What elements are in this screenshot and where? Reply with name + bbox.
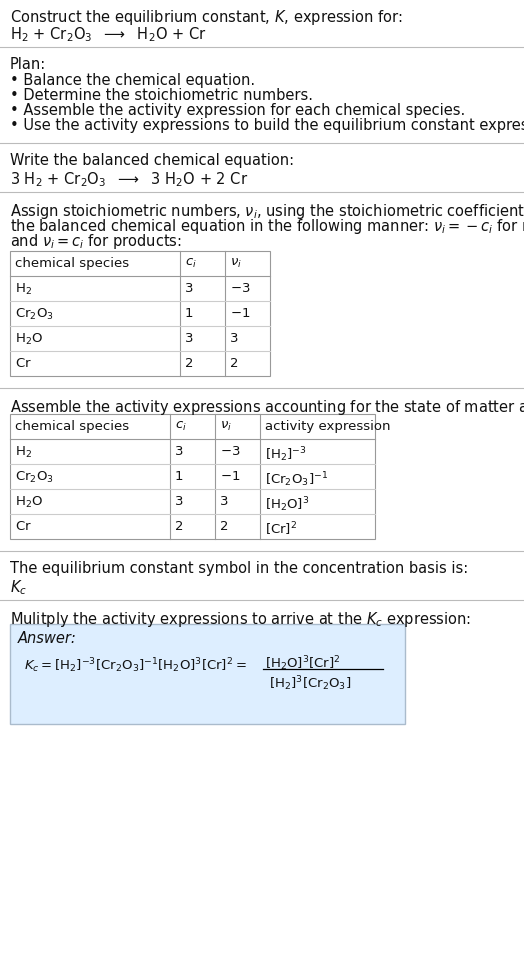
Text: 3: 3 bbox=[175, 495, 183, 508]
Bar bbox=[10, 624, 405, 724]
Text: $c_i$: $c_i$ bbox=[185, 257, 197, 270]
Text: $\mathrm{H_2}$ + $\mathrm{Cr_2O_3}$  $\longrightarrow$  $\mathrm{H_2O}$ + Cr: $\mathrm{H_2}$ + $\mathrm{Cr_2O_3}$ $\lo… bbox=[10, 25, 206, 43]
Text: 2: 2 bbox=[185, 357, 193, 370]
Text: • Use the activity expressions to build the equilibrium constant expression.: • Use the activity expressions to build … bbox=[10, 118, 524, 133]
Text: $\mathrm{Cr_2O_3}$: $\mathrm{Cr_2O_3}$ bbox=[15, 470, 54, 485]
Text: $-3$: $-3$ bbox=[220, 445, 241, 458]
Text: chemical species: chemical species bbox=[15, 420, 129, 433]
Text: • Balance the chemical equation.: • Balance the chemical equation. bbox=[10, 73, 255, 88]
Text: 1: 1 bbox=[185, 307, 193, 320]
Text: $K_c = [\mathrm{H_2}]^{-3}[\mathrm{Cr_2O_3}]^{-1}[\mathrm{H_2O}]^{3}[\mathrm{Cr}: $K_c = [\mathrm{H_2}]^{-3}[\mathrm{Cr_2O… bbox=[24, 656, 247, 675]
Text: $[\mathrm{Cr}]^{2}$: $[\mathrm{Cr}]^{2}$ bbox=[265, 520, 297, 537]
Text: Answer:: Answer: bbox=[18, 631, 77, 646]
Text: $[\mathrm{H_2O}]^{3}[\mathrm{Cr}]^{2}$: $[\mathrm{H_2O}]^{3}[\mathrm{Cr}]^{2}$ bbox=[265, 654, 341, 673]
Text: $[\mathrm{H_2}]^{3}[\mathrm{Cr_2O_3}]$: $[\mathrm{H_2}]^{3}[\mathrm{Cr_2O_3}]$ bbox=[269, 674, 351, 693]
Text: $c_i$: $c_i$ bbox=[175, 420, 187, 433]
Text: $\mathrm{Cr}$: $\mathrm{Cr}$ bbox=[15, 357, 32, 370]
Text: 3 $\mathrm{H_2}$ + $\mathrm{Cr_2O_3}$  $\longrightarrow$  3 $\mathrm{H_2O}$ + 2 : 3 $\mathrm{H_2}$ + $\mathrm{Cr_2O_3}$ $\… bbox=[10, 170, 248, 188]
Bar bbox=[10, 414, 375, 539]
Text: Write the balanced chemical equation:: Write the balanced chemical equation: bbox=[10, 153, 294, 168]
Text: 3: 3 bbox=[230, 332, 238, 345]
Text: Assemble the activity expressions accounting for the state of matter and $\nu_i$: Assemble the activity expressions accoun… bbox=[10, 398, 524, 417]
Text: Construct the equilibrium constant, $K$, expression for:: Construct the equilibrium constant, $K$,… bbox=[10, 8, 402, 27]
Text: 3: 3 bbox=[185, 282, 193, 295]
Text: $\mathrm{H_2O}$: $\mathrm{H_2O}$ bbox=[15, 495, 43, 510]
Text: 1: 1 bbox=[175, 470, 183, 483]
Bar bbox=[10, 251, 270, 376]
Text: $[\mathrm{Cr_2O_3}]^{-1}$: $[\mathrm{Cr_2O_3}]^{-1}$ bbox=[265, 470, 328, 489]
Text: 3: 3 bbox=[185, 332, 193, 345]
Text: $-3$: $-3$ bbox=[230, 282, 250, 295]
Text: Assign stoichiometric numbers, $\nu_i$, using the stoichiometric coefficients, $: Assign stoichiometric numbers, $\nu_i$, … bbox=[10, 202, 524, 221]
Text: $-1$: $-1$ bbox=[230, 307, 250, 320]
Text: Plan:: Plan: bbox=[10, 57, 46, 72]
Text: $\mathrm{Cr}$: $\mathrm{Cr}$ bbox=[15, 520, 32, 533]
Text: $\mathrm{H_2O}$: $\mathrm{H_2O}$ bbox=[15, 332, 43, 347]
Text: The equilibrium constant symbol in the concentration basis is:: The equilibrium constant symbol in the c… bbox=[10, 561, 468, 576]
Text: chemical species: chemical species bbox=[15, 257, 129, 270]
Text: $-1$: $-1$ bbox=[220, 470, 241, 483]
Text: Mulitply the activity expressions to arrive at the $K_c$ expression:: Mulitply the activity expressions to arr… bbox=[10, 610, 471, 629]
Text: 2: 2 bbox=[220, 520, 228, 533]
Text: $\mathrm{Cr_2O_3}$: $\mathrm{Cr_2O_3}$ bbox=[15, 307, 54, 322]
Text: 2: 2 bbox=[230, 357, 238, 370]
Text: $[\mathrm{H_2}]^{-3}$: $[\mathrm{H_2}]^{-3}$ bbox=[265, 445, 307, 464]
Text: and $\nu_i = c_i$ for products:: and $\nu_i = c_i$ for products: bbox=[10, 232, 182, 251]
Text: $[\mathrm{H_2O}]^{3}$: $[\mathrm{H_2O}]^{3}$ bbox=[265, 495, 309, 514]
Text: $\mathrm{H_2}$: $\mathrm{H_2}$ bbox=[15, 445, 32, 460]
Text: 3: 3 bbox=[220, 495, 228, 508]
Text: • Determine the stoichiometric numbers.: • Determine the stoichiometric numbers. bbox=[10, 88, 313, 103]
Text: activity expression: activity expression bbox=[265, 420, 390, 433]
Text: • Assemble the activity expression for each chemical species.: • Assemble the activity expression for e… bbox=[10, 103, 465, 118]
Text: 3: 3 bbox=[175, 445, 183, 458]
Text: $K_c$: $K_c$ bbox=[10, 578, 27, 597]
Text: 2: 2 bbox=[175, 520, 183, 533]
Text: $\nu_i$: $\nu_i$ bbox=[230, 257, 242, 270]
Text: $\nu_i$: $\nu_i$ bbox=[220, 420, 232, 433]
Text: $\mathrm{H_2}$: $\mathrm{H_2}$ bbox=[15, 282, 32, 297]
Text: the balanced chemical equation in the following manner: $\nu_i = -c_i$ for react: the balanced chemical equation in the fo… bbox=[10, 217, 524, 236]
